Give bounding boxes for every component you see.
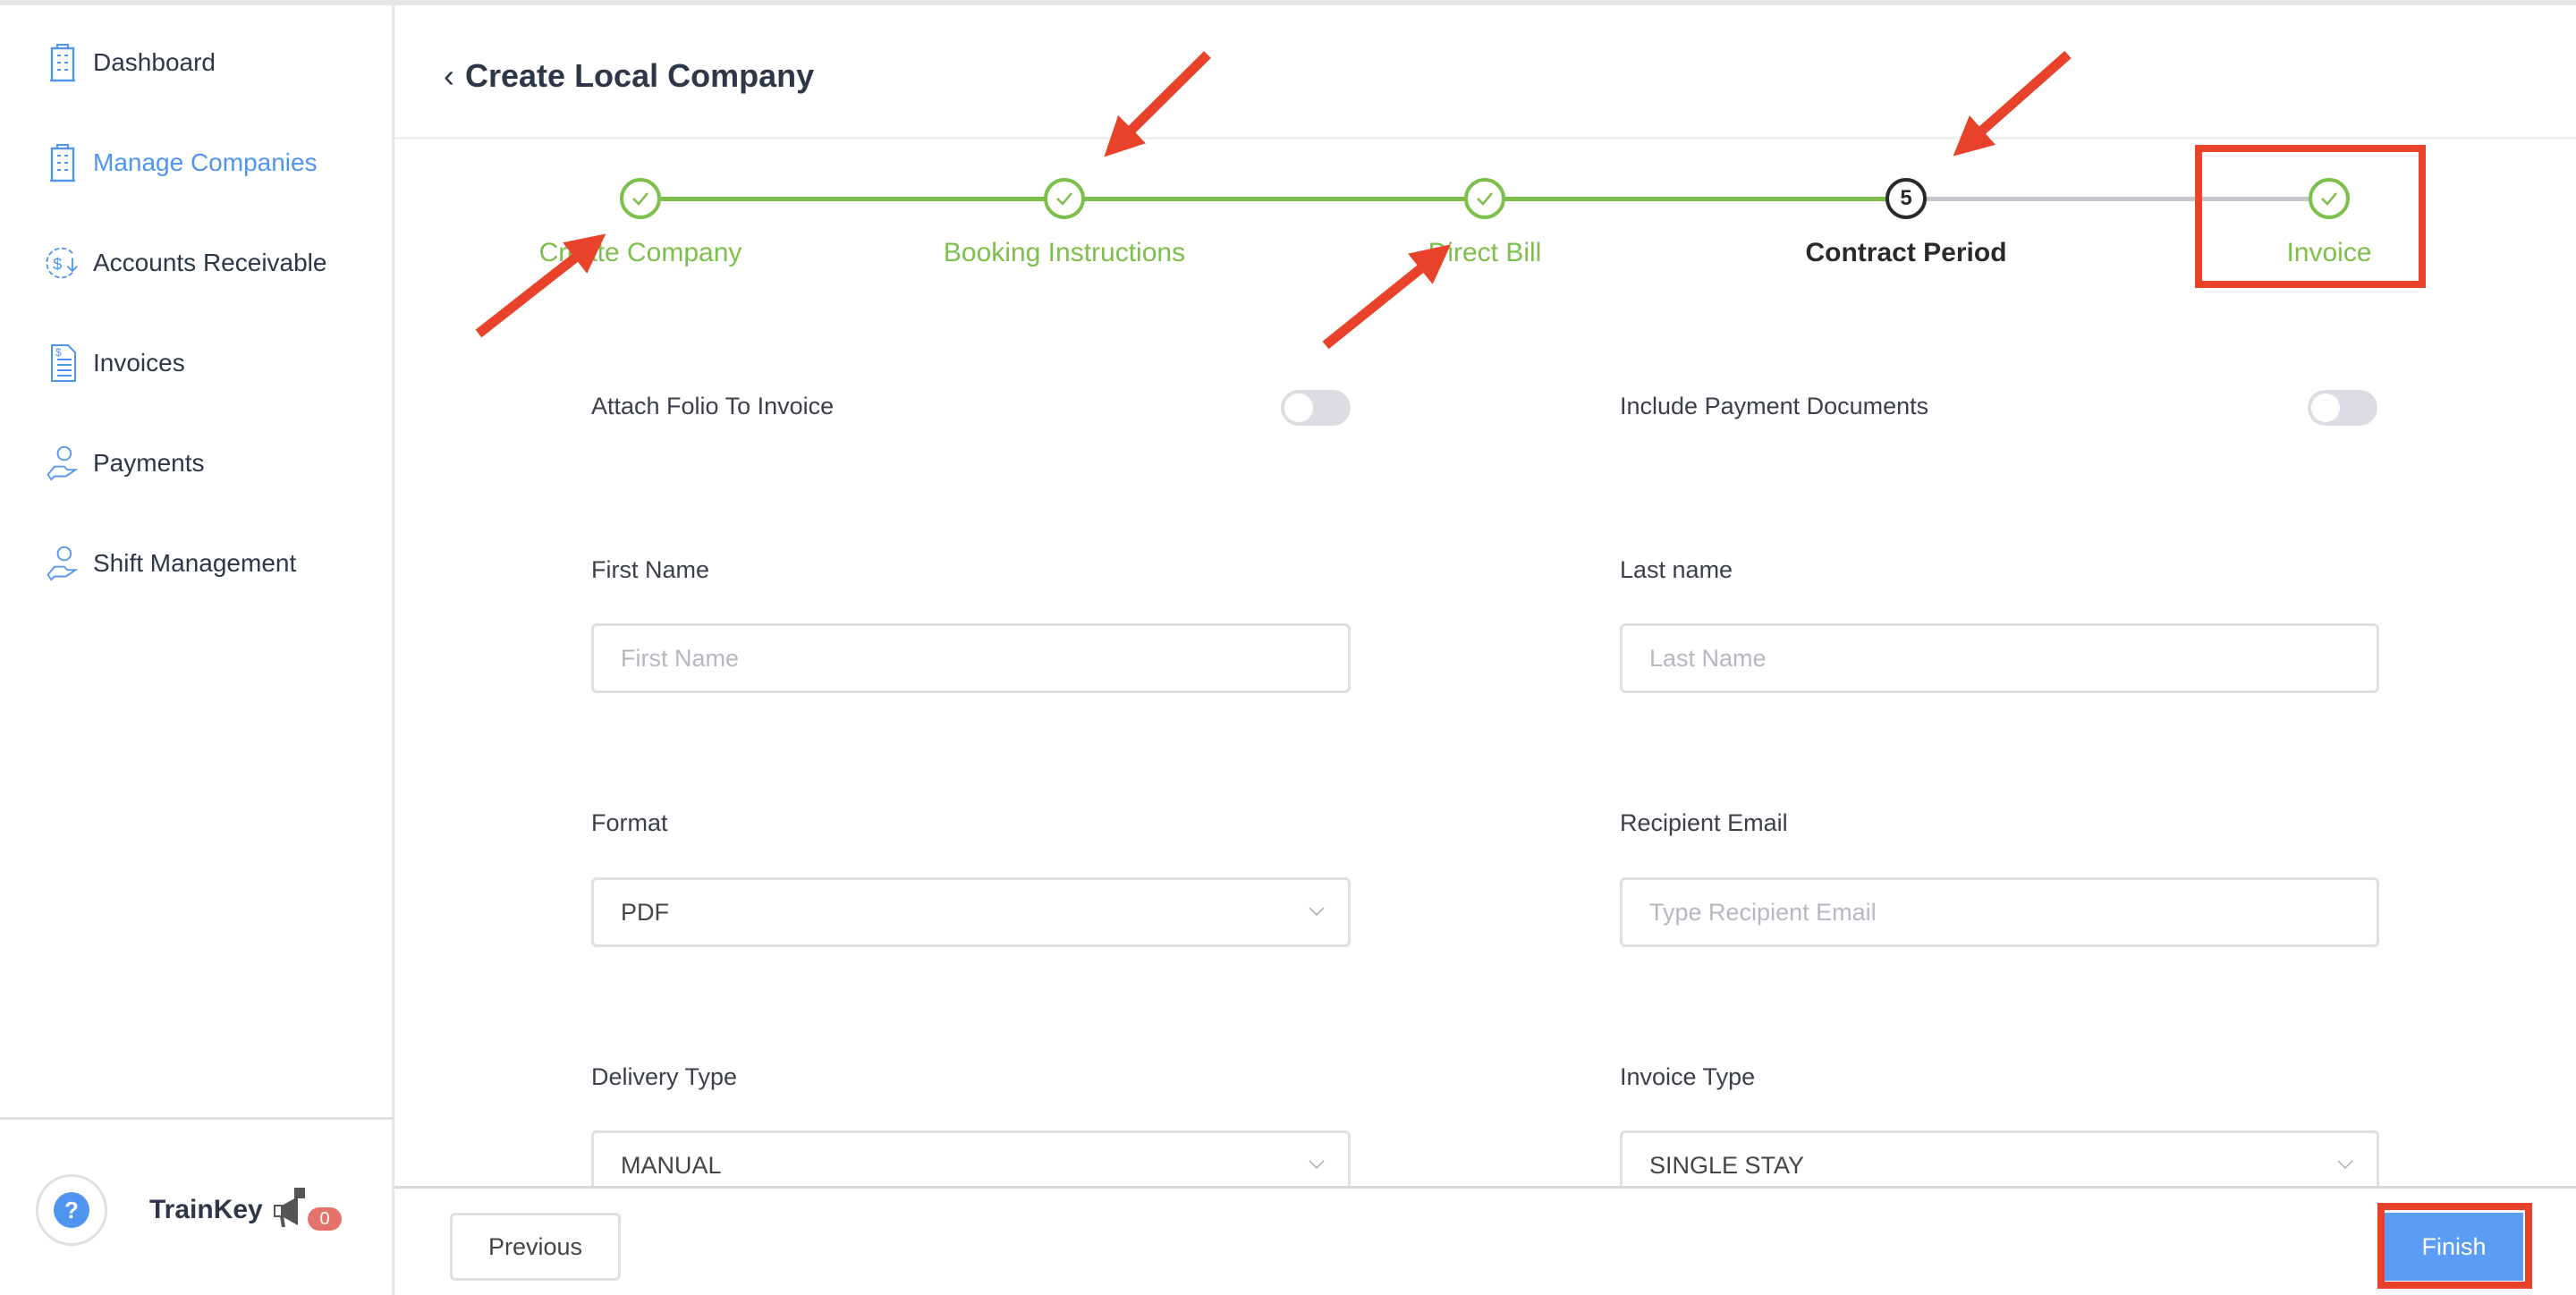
help-panel: ? TrainKey 0 <box>0 1117 394 1295</box>
sidebar-item-label: Dashboard <box>93 48 216 76</box>
chevron-down-icon <box>1309 907 1325 917</box>
top-border <box>394 0 2576 5</box>
attach-folio-label: Attach Folio To Invoice <box>591 393 835 419</box>
previous-button[interactable]: Previous <box>450 1213 621 1281</box>
stepper-progress-line <box>661 197 1906 201</box>
annotation-highlight-finish-button <box>2377 1203 2532 1289</box>
recipient-email-placeholder: Type Recipient Email <box>1649 898 1877 926</box>
sidebar: Dashboard Manage Companies $ Accounts Re… <box>0 0 394 1295</box>
step-2-check-icon[interactable] <box>1044 178 1085 219</box>
footer-bar <box>394 1186 2576 1295</box>
hand-coin-icon <box>47 445 79 481</box>
format-select[interactable]: PDF <box>591 877 1351 947</box>
invoice-type-label: Invoice Type <box>1620 1063 1756 1090</box>
format-value: PDF <box>621 898 669 926</box>
delivery-type-value: MANUAL <box>621 1151 722 1179</box>
first-name-input[interactable]: First Name <box>591 623 1351 693</box>
invoice-type-value: SINGLE STAY <box>1649 1151 1805 1179</box>
step-label-invoice[interactable]: Invoice <box>2286 238 2372 267</box>
chevron-down-icon <box>1309 1160 1325 1170</box>
building-icon <box>50 144 75 182</box>
finish-button[interactable]: Finish <box>2385 1213 2523 1281</box>
sidebar-item-invoices[interactable]: $ Invoices <box>45 336 185 390</box>
brand-name: TrainKey <box>149 1195 263 1224</box>
delivery-type-label: Delivery Type <box>591 1063 738 1090</box>
first-name-label: First Name <box>591 556 710 583</box>
include-payment-label: Include Payment Documents <box>1620 393 1929 419</box>
step-label-create-company[interactable]: Create Company <box>538 238 742 267</box>
sidebar-item-label: Shift Management <box>93 549 297 577</box>
sidebar-item-payments[interactable]: Payments <box>45 436 205 490</box>
step-label-contract-period[interactable]: Contract Period <box>1805 238 2007 267</box>
page-title-text: Create Local Company <box>465 57 815 94</box>
annotation-highlight-invoice-step <box>2195 145 2426 288</box>
recipient-email-label: Recipient Email <box>1620 809 1788 836</box>
svg-text:$: $ <box>53 255 62 273</box>
back-chevron-icon[interactable]: ‹ <box>444 57 454 94</box>
dollar-cycle-icon: $ <box>46 247 79 279</box>
annotation-arrow-icon <box>1322 244 1452 350</box>
include-payment-toggle[interactable] <box>2308 390 2377 426</box>
chevron-down-icon <box>2337 1160 2353 1170</box>
help-button[interactable]: ? <box>36 1174 107 1246</box>
megaphone-icon[interactable] <box>273 1187 309 1232</box>
sidebar-item-label: Payments <box>93 449 205 477</box>
format-label: Format <box>591 809 668 836</box>
sidebar-item-manage-companies[interactable]: Manage Companies <box>45 136 318 190</box>
question-icon: ? <box>54 1192 89 1228</box>
last-name-input[interactable]: Last Name <box>1620 623 2379 693</box>
first-name-placeholder: First Name <box>621 644 740 672</box>
step-5-check-icon[interactable] <box>2309 178 2350 219</box>
sidebar-item-accounts-receivable[interactable]: $ Accounts Receivable <box>45 236 326 290</box>
last-name-placeholder: Last Name <box>1649 644 1767 672</box>
svg-text:$: $ <box>55 346 62 359</box>
step-4-number[interactable]: 5 <box>1885 178 1927 219</box>
hand-coin-icon <box>47 546 79 581</box>
step-1-check-icon[interactable] <box>620 178 661 219</box>
sidebar-item-label: Accounts Receivable <box>93 249 327 276</box>
step-label-booking-instructions[interactable]: Booking Instructions <box>943 238 1186 267</box>
page-title: ‹ Create Local Company <box>444 57 814 95</box>
last-name-label: Last name <box>1620 556 1733 583</box>
step-3-check-icon[interactable] <box>1464 178 1505 219</box>
sidebar-item-label: Invoices <box>93 349 185 377</box>
invoice-document-icon: $ <box>51 344 76 382</box>
page-header <box>394 5 2576 140</box>
stepper-remaining-line <box>1906 197 2329 201</box>
sidebar-item-label: Manage Companies <box>93 148 318 176</box>
building-icon <box>50 44 75 82</box>
sidebar-item-dashboard[interactable]: Dashboard <box>45 36 216 89</box>
notification-badge: 0 <box>308 1207 342 1231</box>
attach-folio-toggle[interactable] <box>1281 390 1351 426</box>
step-label-direct-bill[interactable]: Direct Bill <box>1428 238 1542 267</box>
recipient-email-input[interactable]: Type Recipient Email <box>1620 877 2379 947</box>
sidebar-item-shift-management[interactable]: Shift Management <box>45 537 296 590</box>
